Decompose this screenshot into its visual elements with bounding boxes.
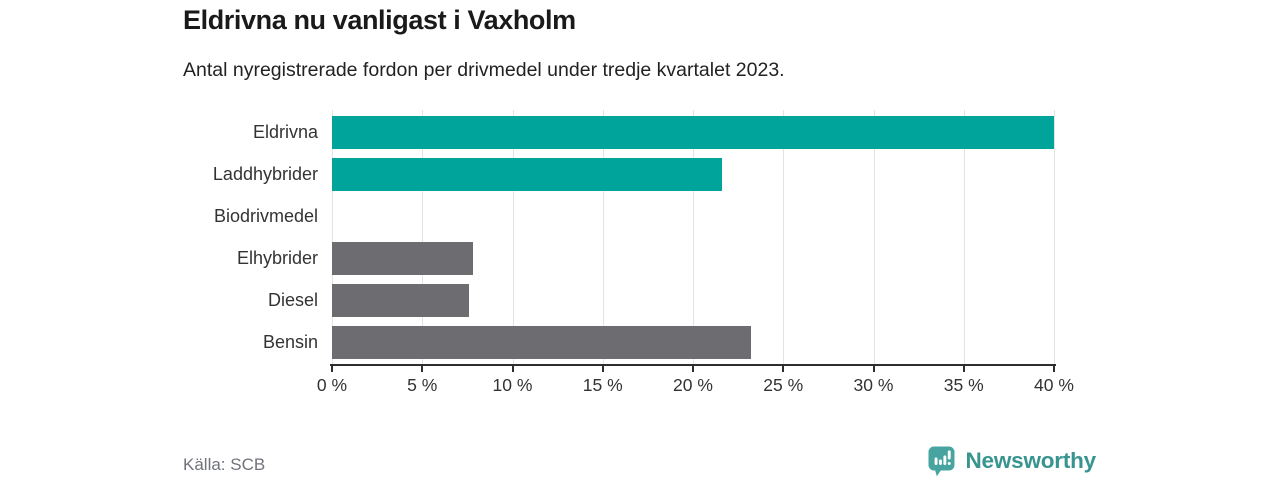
gridline-30 <box>873 110 875 364</box>
gridline-15 <box>602 110 604 364</box>
category-label-bensin: Bensin <box>262 332 318 352</box>
x-axis-tick-label: 25 % <box>763 375 804 395</box>
category-label-diesel: Diesel <box>267 290 318 310</box>
x-axis-tick-mark <box>511 366 514 372</box>
gridline-20 <box>693 110 694 364</box>
category-label-laddhybrider: Laddhybrider <box>212 164 318 184</box>
x-axis-tick-mark <box>962 366 965 372</box>
x-axis-tick-mark <box>331 366 333 372</box>
chart-subtitle: Antal nyregistrerade fordon per drivmede… <box>183 59 785 81</box>
x-axis-tick-label: 5 % <box>407 375 438 395</box>
x-axis-tick-mark <box>872 366 875 372</box>
x-axis-tick-label: 15 % <box>582 375 623 395</box>
x-axis-tick-mark <box>692 366 694 372</box>
x-axis-tick-label: 40 % <box>1034 375 1074 395</box>
gridline-25 <box>783 110 785 364</box>
category-label-biodrivmedel: Biodrivmedel <box>213 206 318 226</box>
gridline-10 <box>512 110 514 364</box>
bar-elhybrider <box>332 242 473 275</box>
gridline-35 <box>963 110 965 364</box>
x-axis-tick-label: 30 % <box>853 375 894 395</box>
newsworthy-logo[interactable]: Newsworthy <box>926 444 1096 477</box>
category-label-elhybrider: Elhybrider <box>236 248 318 268</box>
x-axis-tick-mark <box>421 366 424 372</box>
x-axis-tick-mark <box>782 366 785 372</box>
bar-chart-plot-area: Eldrivna Laddhybrider Biodrivmedel Elhybrid… <box>213 110 1074 395</box>
newsworthy-chart-bubble-icon <box>926 444 957 477</box>
x-axis-tick-label: 35 % <box>943 375 984 395</box>
x-axis-tick-label: 0 % <box>316 375 348 395</box>
chart-title: Eldrivna nu vanligast i Vaxholm <box>183 5 576 35</box>
x-axis-tick-label: 20 % <box>673 375 713 395</box>
source-note: Källa: SCB <box>183 455 266 474</box>
bar-laddhybrider <box>332 158 722 191</box>
category-label-eldrivna: Eldrivna <box>252 122 318 142</box>
x-axis-tick-mark <box>601 366 604 372</box>
bar-eldrivna <box>332 116 1054 149</box>
gridline-5 <box>422 110 424 364</box>
bar-diesel <box>332 284 470 317</box>
x-axis-tick-label: 10 % <box>492 375 533 395</box>
x-axis-line <box>330 364 1056 366</box>
x-axis-tick-mark <box>1053 366 1055 372</box>
gridline-0 <box>332 110 333 364</box>
newsworthy-logo-text: Newsworthy <box>965 447 1096 473</box>
bar-bensin <box>332 326 751 359</box>
gridline-40 <box>1054 110 1055 364</box>
